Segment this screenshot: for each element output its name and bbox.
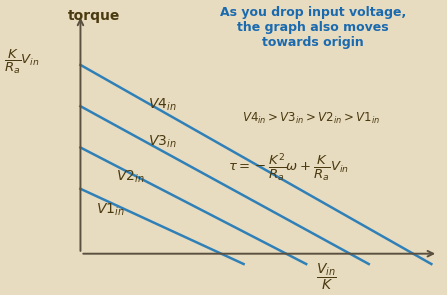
Text: $\tau = -\dfrac{K^2}{R_a}\omega + \dfrac{K}{R_a}V_{in}$: $\tau = -\dfrac{K^2}{R_a}\omega + \dfrac…	[228, 151, 349, 183]
Text: torque: torque	[67, 9, 120, 23]
Text: $V4_{in}$: $V4_{in}$	[148, 96, 176, 113]
Text: $V4_{in} > V3_{in} > V2_{in} > V1_{in}$: $V4_{in} > V3_{in} > V2_{in} > V1_{in}$	[241, 110, 380, 126]
Text: $V1_{in}$: $V1_{in}$	[96, 201, 125, 218]
Text: $\dfrac{V_{in}}{K}$: $\dfrac{V_{in}}{K}$	[316, 261, 337, 292]
Text: $V2_{in}$: $V2_{in}$	[116, 169, 145, 185]
Text: $\dfrac{K}{R_a}V_{in}$: $\dfrac{K}{R_a}V_{in}$	[4, 48, 40, 76]
Text: $V3_{in}$: $V3_{in}$	[148, 133, 176, 150]
Text: As you drop input voltage,
the graph also moves
towards origin: As you drop input voltage, the graph als…	[220, 6, 406, 49]
